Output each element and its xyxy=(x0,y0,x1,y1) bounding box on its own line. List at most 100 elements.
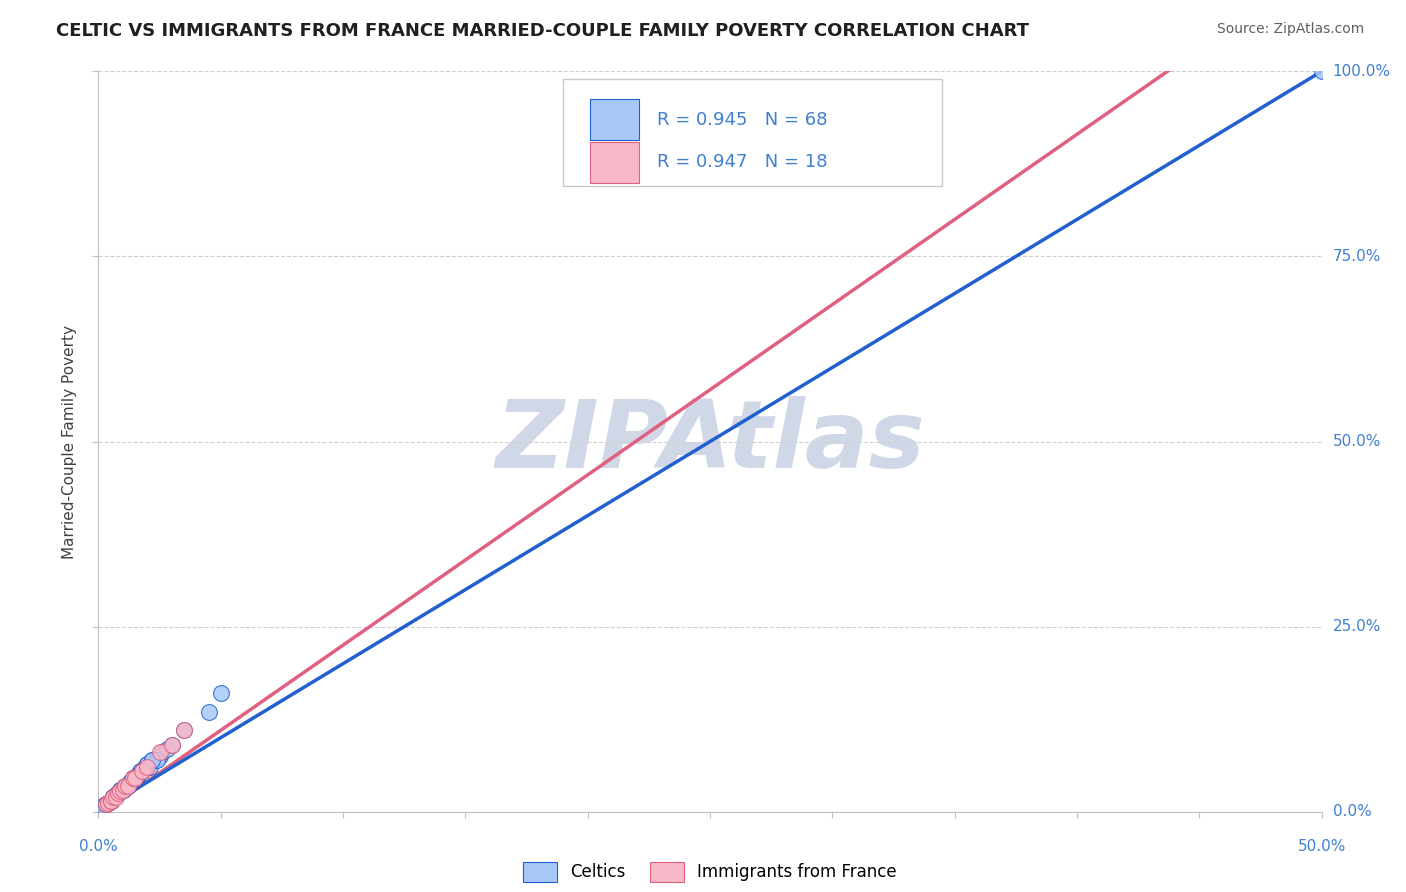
Text: Source: ZipAtlas.com: Source: ZipAtlas.com xyxy=(1216,22,1364,37)
Point xyxy=(107,786,129,800)
Point xyxy=(104,789,127,803)
Bar xyxy=(591,99,640,140)
Point xyxy=(136,756,159,771)
Point xyxy=(124,772,146,786)
Point xyxy=(104,789,127,803)
Point xyxy=(97,796,120,810)
Legend: Celtics, Immigrants from France: Celtics, Immigrants from France xyxy=(516,855,904,888)
Point xyxy=(101,789,124,804)
Point xyxy=(111,782,134,797)
Point xyxy=(94,797,117,812)
Point xyxy=(104,789,127,803)
Point xyxy=(100,794,122,808)
Point xyxy=(127,767,149,781)
Point xyxy=(121,772,143,786)
Point xyxy=(100,794,122,808)
Point xyxy=(156,741,179,756)
Point xyxy=(101,789,124,804)
Text: 0.0%: 0.0% xyxy=(1333,805,1371,819)
Bar xyxy=(591,142,640,183)
Point xyxy=(97,796,120,810)
Point xyxy=(114,779,136,793)
Point xyxy=(141,753,163,767)
Point xyxy=(110,784,132,798)
Point xyxy=(91,798,114,813)
Point xyxy=(139,760,162,774)
Point xyxy=(136,756,159,771)
Point xyxy=(111,782,134,797)
Point xyxy=(131,764,153,778)
Point xyxy=(173,723,195,738)
Text: CELTIC VS IMMIGRANTS FROM FRANCE MARRIED-COUPLE FAMILY POVERTY CORRELATION CHART: CELTIC VS IMMIGRANTS FROM FRANCE MARRIED… xyxy=(56,22,1029,40)
Point xyxy=(129,764,152,778)
Point xyxy=(124,772,146,786)
Point xyxy=(136,760,159,774)
Point xyxy=(107,786,129,800)
Point xyxy=(111,782,134,797)
Point xyxy=(117,779,139,793)
Point xyxy=(121,772,143,786)
Point xyxy=(101,789,124,804)
Point xyxy=(127,767,149,781)
Point xyxy=(107,786,129,800)
FancyBboxPatch shape xyxy=(564,78,942,186)
Text: ZIPAtlas: ZIPAtlas xyxy=(495,395,925,488)
Point xyxy=(197,705,219,719)
Point xyxy=(121,772,143,786)
Point xyxy=(131,764,153,778)
Point xyxy=(114,779,136,793)
Point xyxy=(143,753,166,767)
Point xyxy=(117,779,139,793)
Text: 50.0%: 50.0% xyxy=(1333,434,1381,449)
Point xyxy=(134,760,156,774)
Point xyxy=(160,738,183,752)
Point xyxy=(173,723,195,738)
Text: 100.0%: 100.0% xyxy=(1333,64,1391,78)
Point xyxy=(149,749,172,764)
Point xyxy=(110,782,132,797)
Point xyxy=(209,686,232,700)
Text: 75.0%: 75.0% xyxy=(1333,249,1381,264)
Point xyxy=(146,753,169,767)
Point xyxy=(100,794,122,808)
Text: R = 0.945   N = 68: R = 0.945 N = 68 xyxy=(658,111,828,128)
Point xyxy=(94,797,117,812)
Text: R = 0.947   N = 18: R = 0.947 N = 18 xyxy=(658,153,828,171)
Point xyxy=(117,779,139,793)
Point xyxy=(111,782,134,797)
Point xyxy=(1310,64,1333,78)
Point xyxy=(111,782,134,797)
Point xyxy=(97,796,120,810)
Point xyxy=(100,794,122,808)
Point xyxy=(114,779,136,793)
Y-axis label: Married-Couple Family Poverty: Married-Couple Family Poverty xyxy=(62,325,77,558)
Point xyxy=(107,786,129,800)
Point xyxy=(117,779,139,793)
Point xyxy=(101,789,124,804)
Point xyxy=(127,767,149,781)
Point xyxy=(100,794,122,808)
Point xyxy=(101,789,124,804)
Text: 0.0%: 0.0% xyxy=(79,839,118,855)
Point xyxy=(150,746,173,760)
Point xyxy=(100,794,122,808)
Point xyxy=(110,782,132,797)
Point xyxy=(131,764,153,778)
Text: 50.0%: 50.0% xyxy=(1298,839,1346,855)
Point xyxy=(104,789,127,803)
Point xyxy=(141,753,163,767)
Point xyxy=(107,786,129,800)
Point xyxy=(111,782,134,797)
Point xyxy=(104,789,127,804)
Point xyxy=(120,775,142,789)
Point xyxy=(120,775,142,789)
Point xyxy=(124,772,146,786)
Point xyxy=(94,797,117,812)
Point xyxy=(107,786,129,800)
Text: 25.0%: 25.0% xyxy=(1333,619,1381,634)
Point xyxy=(94,797,117,812)
Point xyxy=(160,738,183,752)
Point xyxy=(149,746,172,760)
Point xyxy=(97,796,120,810)
Point xyxy=(100,794,122,808)
